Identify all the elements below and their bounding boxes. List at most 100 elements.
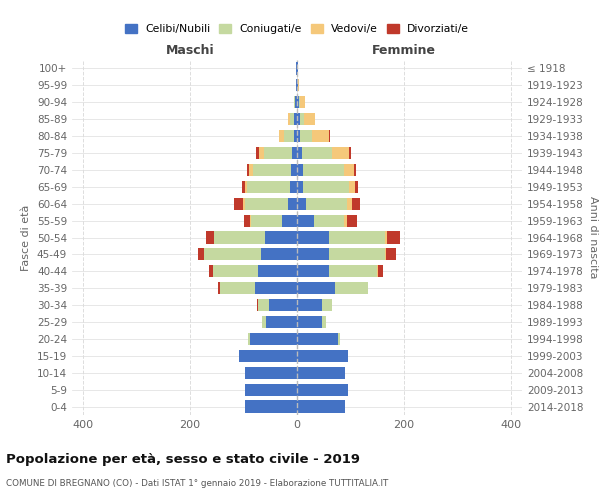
Bar bbox=[245, 366, 297, 379]
Bar bbox=[303, 180, 349, 193]
Bar bbox=[297, 198, 306, 210]
Bar bbox=[335, 282, 368, 294]
Bar bbox=[329, 248, 385, 260]
Bar bbox=[312, 130, 329, 142]
Bar bbox=[297, 130, 300, 142]
Bar bbox=[209, 265, 213, 278]
Bar bbox=[299, 113, 304, 126]
Bar bbox=[322, 316, 326, 328]
Bar bbox=[295, 96, 297, 108]
Bar bbox=[344, 214, 347, 226]
Bar bbox=[297, 299, 322, 311]
Bar bbox=[300, 96, 305, 108]
Bar bbox=[259, 147, 265, 159]
Bar bbox=[297, 265, 329, 278]
Text: Femmine: Femmine bbox=[372, 44, 436, 57]
Bar bbox=[297, 80, 298, 92]
Bar bbox=[245, 400, 297, 412]
Bar bbox=[322, 299, 332, 311]
Bar bbox=[245, 198, 288, 210]
Bar bbox=[355, 164, 356, 176]
Bar bbox=[266, 316, 297, 328]
Bar bbox=[282, 214, 297, 226]
Bar bbox=[250, 333, 297, 345]
Bar bbox=[198, 248, 205, 260]
Bar bbox=[297, 400, 345, 412]
Bar bbox=[297, 180, 303, 193]
Bar bbox=[248, 333, 250, 345]
Bar bbox=[297, 147, 302, 159]
Bar bbox=[269, 299, 297, 311]
Bar bbox=[347, 198, 352, 210]
Bar bbox=[255, 282, 297, 294]
Bar bbox=[244, 198, 245, 210]
Bar bbox=[302, 147, 332, 159]
Bar bbox=[298, 80, 299, 92]
Bar bbox=[332, 147, 349, 159]
Bar bbox=[355, 180, 358, 193]
Bar bbox=[292, 147, 297, 159]
Bar bbox=[338, 333, 340, 345]
Y-axis label: Anni di nascita: Anni di nascita bbox=[587, 196, 598, 279]
Bar bbox=[329, 232, 385, 243]
Bar bbox=[262, 316, 266, 328]
Bar bbox=[260, 248, 297, 260]
Bar bbox=[284, 130, 294, 142]
Bar bbox=[256, 147, 259, 159]
Bar bbox=[377, 265, 379, 278]
Text: Maschi: Maschi bbox=[166, 44, 214, 57]
Legend: Celibi/Nubili, Coniugati/e, Vedovi/e, Divorziati/e: Celibi/Nubili, Coniugati/e, Vedovi/e, Di… bbox=[121, 20, 473, 38]
Bar bbox=[251, 214, 282, 226]
Bar bbox=[297, 384, 349, 396]
Bar bbox=[265, 232, 297, 243]
Bar bbox=[352, 198, 359, 210]
Y-axis label: Fasce di età: Fasce di età bbox=[22, 204, 31, 270]
Bar bbox=[259, 299, 269, 311]
Bar bbox=[205, 248, 260, 260]
Bar bbox=[297, 366, 345, 379]
Bar bbox=[247, 180, 290, 193]
Bar bbox=[297, 248, 329, 260]
Bar bbox=[250, 214, 251, 226]
Bar bbox=[385, 232, 387, 243]
Bar bbox=[220, 282, 255, 294]
Bar bbox=[297, 350, 349, 362]
Bar bbox=[239, 350, 297, 362]
Bar bbox=[245, 384, 297, 396]
Bar bbox=[288, 113, 290, 126]
Text: COMUNE DI BREGNANO (CO) - Dati ISTAT 1° gennaio 2019 - Elaborazione TUTTITALIA.I: COMUNE DI BREGNANO (CO) - Dati ISTAT 1° … bbox=[6, 479, 388, 488]
Bar bbox=[206, 232, 214, 243]
Bar bbox=[303, 164, 344, 176]
Bar bbox=[379, 265, 383, 278]
Bar bbox=[213, 265, 259, 278]
Bar bbox=[265, 147, 292, 159]
Bar bbox=[242, 180, 245, 193]
Bar bbox=[299, 96, 300, 108]
Bar bbox=[290, 113, 295, 126]
Bar bbox=[234, 198, 244, 210]
Bar bbox=[349, 147, 351, 159]
Bar bbox=[290, 180, 297, 193]
Bar bbox=[297, 113, 299, 126]
Bar bbox=[297, 214, 314, 226]
Bar bbox=[288, 198, 297, 210]
Bar bbox=[297, 164, 303, 176]
Bar bbox=[297, 96, 299, 108]
Bar bbox=[250, 164, 253, 176]
Bar bbox=[329, 265, 377, 278]
Bar bbox=[295, 113, 297, 126]
Bar bbox=[253, 164, 291, 176]
Bar bbox=[344, 164, 355, 176]
Bar bbox=[257, 299, 259, 311]
Bar bbox=[387, 232, 400, 243]
Bar bbox=[297, 282, 335, 294]
Bar bbox=[294, 130, 297, 142]
Bar bbox=[329, 130, 330, 142]
Bar bbox=[386, 248, 396, 260]
Bar bbox=[347, 214, 357, 226]
Bar bbox=[218, 282, 220, 294]
Text: Popolazione per età, sesso e stato civile - 2019: Popolazione per età, sesso e stato civil… bbox=[6, 452, 360, 466]
Bar bbox=[314, 214, 344, 226]
Bar bbox=[300, 130, 312, 142]
Bar bbox=[297, 232, 329, 243]
